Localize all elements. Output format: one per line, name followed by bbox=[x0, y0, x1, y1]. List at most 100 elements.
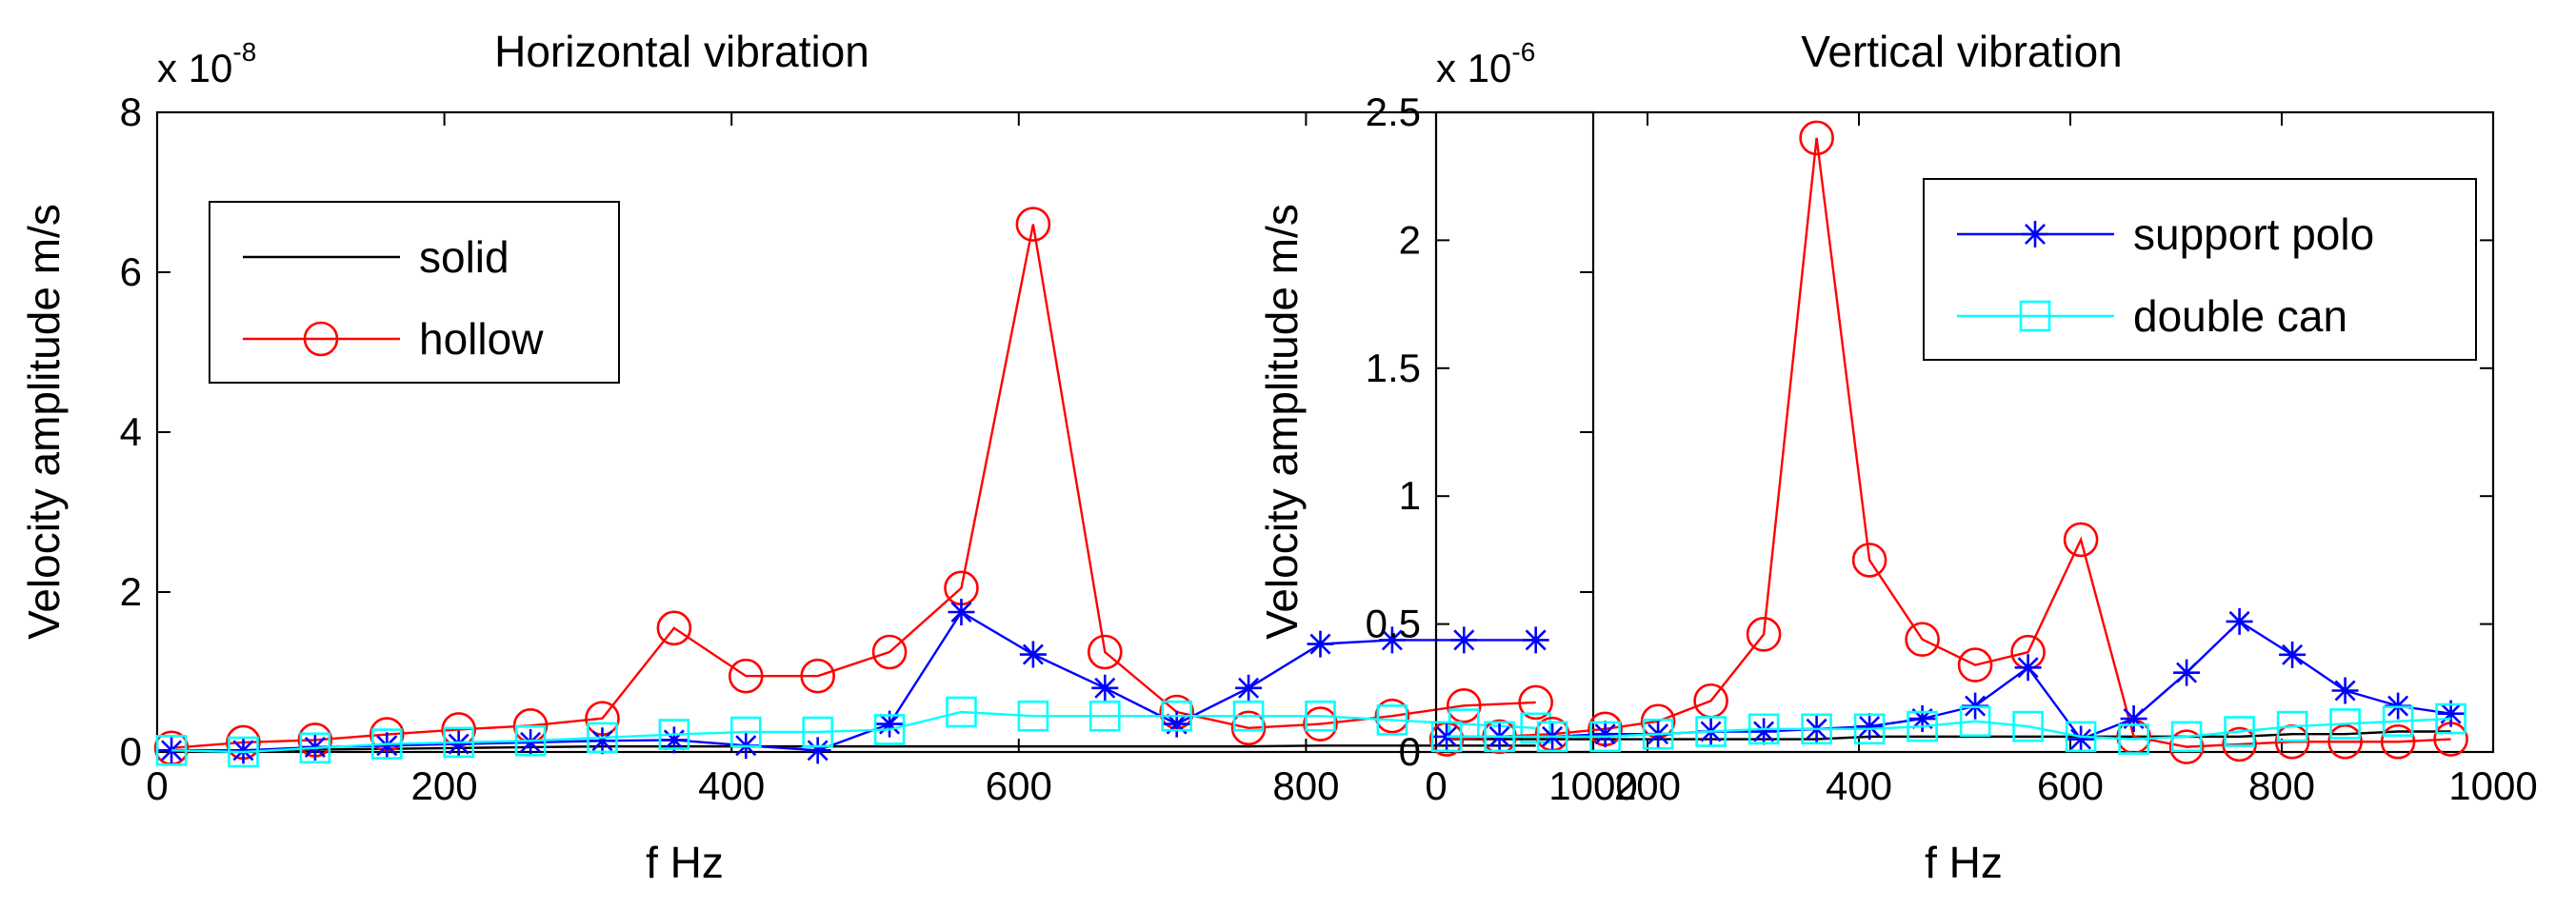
data-point-support-polo bbox=[373, 732, 401, 760]
data-point-double-can bbox=[1232, 700, 1265, 732]
legend-label: support polo bbox=[2133, 209, 2374, 259]
data-point-hollow bbox=[2327, 723, 2363, 760]
data-point-support-polo bbox=[1856, 713, 1884, 741]
data-point-support-polo bbox=[230, 737, 257, 764]
data-point-double-can bbox=[587, 722, 618, 754]
data-point-hollow bbox=[1799, 120, 1834, 156]
series-line-solid bbox=[171, 744, 1536, 752]
data-point-support-polo bbox=[948, 599, 975, 625]
x-tick-label: 800 bbox=[2248, 763, 2315, 808]
data-point-double-can bbox=[1589, 721, 1621, 753]
legend-entry-double-can: double can bbox=[1957, 291, 2347, 341]
data-point-double-can bbox=[1484, 721, 1515, 753]
data-point-double-can bbox=[2435, 702, 2466, 735]
y-tick-label: 0 bbox=[1399, 729, 1421, 774]
series-line-hollow bbox=[170, 224, 1536, 749]
data-point-hollow bbox=[1905, 622, 1940, 658]
y-tick-label: 6 bbox=[120, 249, 142, 294]
data-point-support-polo bbox=[2226, 607, 2253, 635]
data-point-support-polo bbox=[2173, 659, 2201, 686]
data-point-double-can bbox=[946, 696, 977, 728]
data-point-support-polo bbox=[517, 728, 545, 756]
data-point-double-can bbox=[299, 732, 331, 764]
legend-box bbox=[1923, 178, 2477, 361]
y-tick-label: 2 bbox=[1399, 217, 1421, 262]
data-point-double-can bbox=[2065, 721, 2097, 753]
data-point-double-can bbox=[1536, 721, 1568, 753]
series-layer bbox=[1428, 120, 2468, 764]
y-tick-label: 1 bbox=[1399, 473, 1421, 518]
chart-title: Vertical vibration bbox=[1801, 27, 2123, 76]
data-point-double-can bbox=[2012, 710, 2044, 742]
vertical-vibration-chart: Vertical vibration x 10-6 Velocity ampli… bbox=[1257, 27, 2538, 887]
data-point-support-polo bbox=[660, 726, 688, 754]
data-point-hollow bbox=[871, 634, 908, 670]
data-point-support-polo bbox=[2120, 705, 2147, 733]
data-point-double-can bbox=[2329, 708, 2361, 740]
legend-label: double can bbox=[2133, 291, 2347, 341]
data-point-double-can bbox=[2118, 723, 2149, 755]
data-point-double-can bbox=[1801, 713, 1832, 745]
data-point-hollow bbox=[728, 658, 764, 694]
data-point-double-can bbox=[1642, 718, 1674, 750]
series-solid bbox=[1447, 730, 2451, 741]
y-exponent-label: x 10-8 bbox=[157, 37, 256, 90]
data-point-hollow bbox=[2063, 522, 2099, 558]
data-point-support-polo bbox=[2437, 700, 2465, 727]
data-point-double-can bbox=[729, 716, 762, 748]
data-point-double-can bbox=[1747, 713, 1780, 745]
data-point-hollow bbox=[1746, 617, 1782, 652]
y-tick-label: 0 bbox=[120, 729, 142, 774]
data-point-support-polo bbox=[2331, 677, 2359, 704]
data-point-support-polo bbox=[804, 737, 831, 764]
data-point-support-polo bbox=[589, 727, 616, 755]
data-point-hollow bbox=[1087, 634, 1123, 670]
series-layer bbox=[153, 207, 1553, 768]
y-axis-label: Velocity amplitude m/s bbox=[1257, 204, 1307, 640]
data-point-double-can bbox=[1853, 713, 1886, 745]
series-hollow bbox=[153, 207, 1553, 766]
data-point-double-can bbox=[2170, 721, 2203, 753]
data-point-hollow bbox=[1446, 687, 1482, 723]
y-exponent-base: x 10 bbox=[1436, 46, 1511, 90]
data-point-double-can bbox=[873, 714, 906, 745]
y-exponent-power: -8 bbox=[232, 37, 256, 67]
x-tick-label: 800 bbox=[1272, 763, 1339, 808]
x-tick-label: 0 bbox=[1425, 763, 1447, 808]
data-point-double-can bbox=[443, 726, 474, 759]
x-tick-label: 600 bbox=[986, 763, 1052, 808]
data-point-double-can bbox=[1376, 704, 1408, 736]
data-point-double-can bbox=[2224, 716, 2255, 747]
data-point-double-can bbox=[1088, 700, 1121, 732]
x-tick-label: 0 bbox=[146, 763, 168, 808]
data-point-hollow bbox=[1851, 543, 1887, 578]
data-point-double-can bbox=[1520, 712, 1551, 744]
data-point-double-can bbox=[2276, 710, 2308, 742]
data-point-double-can bbox=[1430, 721, 1463, 753]
data-point-double-can bbox=[228, 736, 259, 768]
data-point-hollow bbox=[2168, 729, 2205, 764]
x-axis-label: f Hz bbox=[1925, 838, 2003, 887]
data-point-support-polo bbox=[1019, 641, 1047, 668]
data-point-double-can bbox=[1959, 705, 1991, 738]
legend: solid hollow bbox=[209, 201, 620, 384]
data-point-double-can bbox=[1305, 700, 1336, 732]
series-line-double-can bbox=[1447, 717, 2451, 741]
y-tick-label: 2 bbox=[120, 569, 142, 614]
x-tick-label: 200 bbox=[411, 763, 478, 808]
data-point-hollow bbox=[1957, 647, 1993, 682]
plot-area-frame bbox=[1434, 110, 2495, 754]
data-point-hollow bbox=[1518, 684, 1553, 721]
data-point-support-polo bbox=[2279, 641, 2306, 668]
y-tick-label: 4 bbox=[120, 409, 142, 454]
x-tick-label: 200 bbox=[1614, 763, 1681, 808]
legend-entry-support-polo: support polo bbox=[1957, 209, 2374, 259]
x-tick-label: 1000 bbox=[1548, 763, 1637, 808]
data-point-double-can bbox=[802, 716, 833, 748]
data-point-hollow bbox=[1015, 207, 1051, 242]
data-point-support-polo bbox=[1591, 721, 1619, 748]
data-point-hollow bbox=[1303, 706, 1338, 742]
legend-label: solid bbox=[419, 232, 509, 282]
y-tick-label: 1.5 bbox=[1366, 346, 1421, 390]
